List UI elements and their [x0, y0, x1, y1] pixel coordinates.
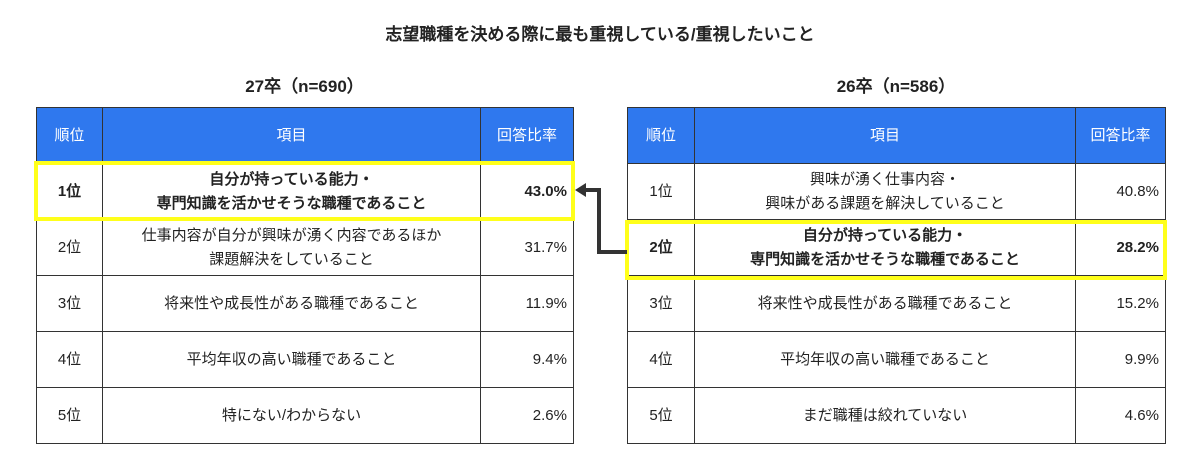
rate-cell: 40.8%	[1075, 163, 1166, 220]
rank-cell: 3位	[36, 275, 103, 332]
header-row: 順位 項目 回答比率	[627, 107, 1166, 164]
header-rate: 回答比率	[480, 107, 574, 164]
item-cell: まだ職種は絞れていない	[694, 387, 1076, 444]
item-cell: 興味が湧く仕事内容・興味がある課題を解決していること	[694, 163, 1076, 220]
ranking-table-26: 順位 項目 回答比率 1位 興味が湧く仕事内容・ 興味がある課題を解決していること 40.8…	[627, 107, 1166, 444]
item-line-1: 仕事内容が自分が興味が湧く内容であるほか	[141, 227, 442, 245]
table-caption-26: 26卒（n=586）	[836, 77, 956, 96]
header-item: 項目	[102, 107, 481, 164]
chart-title: 志望職種を決める際に最も重視している/重視したいこと	[385, 25, 815, 44]
rank-cell: 5位	[36, 387, 103, 444]
item-line-2: 課題解決をしていること	[209, 250, 374, 268]
item-cell: 平均年収の高い職種であること	[102, 331, 481, 388]
arrow-head-icon	[575, 183, 586, 197]
rank-cell: 5位	[627, 387, 695, 444]
rate-cell: 2.6%	[480, 387, 574, 444]
rank-cell: 4位	[627, 331, 695, 388]
table-row: 5位 まだ職種は絞れていない 4.6%	[627, 387, 1166, 444]
rank-cell: 2位	[627, 219, 695, 276]
item-cell: 将来性や成長性がある職種であること	[102, 275, 481, 332]
table-caption-27: 27卒（n=690）	[245, 77, 364, 96]
table-row: 2位 自分が持っている能力・ 専門知識を活かせそうな職種であること 28.2%	[627, 219, 1166, 276]
table-row: 3位 将来性や成長性がある職種であること 15.2%	[627, 275, 1166, 332]
item-cell: 仕事内容が自分が興味が湧く内容であるほか 課題解決をしていること	[102, 219, 481, 276]
item-line-2: 興味がある課題を解決していること	[765, 194, 1005, 212]
item-line-2: 専門知識を活かせそうな職種であること	[156, 194, 427, 212]
rate-cell: 15.2%	[1075, 275, 1166, 332]
table-row: 1位 興味が湧く仕事内容・ 興味がある課題を解決していること 40.8%	[627, 163, 1166, 220]
item-line-2: 専門知識を活かせそうな職種であること	[750, 250, 1020, 268]
header-rate: 回答比率	[1075, 107, 1166, 164]
table-row: 4位 平均年収の高い職種であること 9.9%	[627, 331, 1166, 388]
item-cell: 平均年収の高い職種であること	[694, 331, 1076, 388]
item-line-1: 特にない/わからない	[221, 406, 362, 424]
item-line-1: 自分が持っている能力・	[209, 171, 374, 189]
item-line-1: 将来性や成長性がある職種であること	[757, 294, 1013, 312]
item-line-1: 興味が湧く仕事内容・	[809, 171, 960, 189]
table-row: 2位 仕事内容が自分が興味が湧く内容であるほか 課題解決をしていること 31.7%	[36, 219, 574, 276]
item-line-1: 平均年収の高い職種であること	[186, 350, 397, 368]
rate-cell: 4.6%	[1075, 387, 1166, 444]
item-line-1: 将来性や成長性がある職種であること	[164, 294, 419, 312]
table-row: 4位 平均年収の高い職種であること 9.4%	[36, 331, 574, 388]
rate-cell: 9.9%	[1075, 331, 1166, 388]
item-line-1: 自分が持っている能力・	[802, 227, 968, 245]
arrow-line	[584, 188, 627, 254]
rank-cell: 4位	[36, 331, 103, 388]
rate-cell: 9.4%	[480, 331, 574, 388]
item-cell: 自分が持っている能力・専門知識を活かせそうな職種であること	[694, 219, 1076, 276]
rank-cell: 1位	[36, 163, 103, 220]
header-rank: 順位	[36, 107, 103, 164]
item-cell: 将来性や成長性がある職種であること	[694, 275, 1076, 332]
item-cell: 特にない/わからない	[102, 387, 481, 444]
rate-cell: 31.7%	[480, 219, 574, 276]
item-line-1: まだ職種は絞れていない	[802, 406, 968, 424]
item-line-1: 平均年収の高い職種であること	[780, 350, 990, 368]
table-row: 3位 将来性や成長性がある職種であること 11.9%	[36, 275, 574, 332]
rank-cell: 3位	[627, 275, 695, 332]
table-row: 5位 特にない/わからない 2.6%	[36, 387, 574, 444]
header-row: 順位 項目 回答比率	[36, 107, 574, 164]
